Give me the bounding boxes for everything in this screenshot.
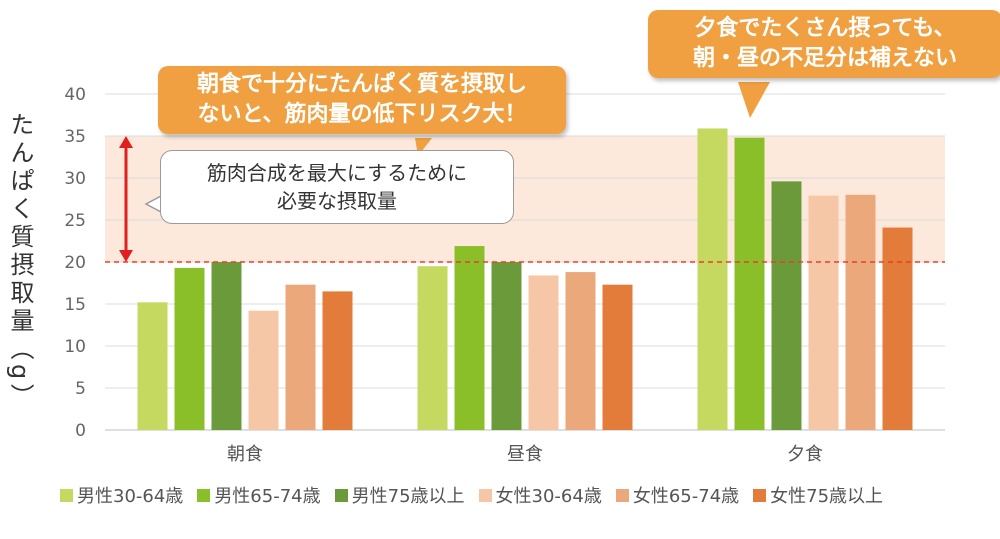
legend-item: 男性75歳以上 [334,482,465,508]
bar [491,262,522,430]
bar [211,262,242,430]
x-tick-label: 夕食 [787,444,823,465]
legend-swatch [197,488,211,502]
bar [697,128,728,430]
bar [882,227,913,430]
legend-label: 男性75歳以上 [351,486,465,507]
bar [137,302,168,430]
legend-label: 男性65-74歳 [214,486,321,507]
legend: 男性30-64歳 男性65-74歳 男性75歳以上 女性30-64歳 女性65-74歳 女… [60,482,990,508]
legend-swatch [60,488,73,502]
legend-swatch [753,488,767,502]
callout-line: 朝・昼の不足分は補えない [692,46,957,71]
legend-item: 男性65-74歳 [197,482,321,508]
note-tail [144,195,162,213]
x-tick-label: 朝食 [227,444,263,465]
legend-label: 女性65-74歳 [632,486,740,507]
legend-item: 女性65-74歳 [615,482,740,508]
y-tick-label: 25 [64,211,86,231]
bar [248,310,279,430]
bars [137,128,913,430]
note-line: 筋肉合成を最大にするために [206,161,468,185]
y-tick-label: 30 [64,169,86,189]
note-line: 必要な摂取量 [277,189,397,213]
callout-tail [738,82,770,118]
bar [528,275,559,430]
range-arrow-icon [119,136,133,262]
legend-swatch [334,488,348,502]
x-tick-labels: 朝食 昼食 夕食 [227,444,823,465]
bar [174,267,205,430]
y-tick-label: 0 [75,421,86,441]
callout-line: 夕食でたくさん摂っても、 [694,16,956,41]
y-tick-label: 5 [75,379,86,399]
dinner-warning-callout: 夕食でたくさん摂っても、 朝・昼の不足分は補えない [648,10,1000,78]
y-tick-label: 15 [64,295,86,315]
legend-label: 男性30-64歳 [77,486,184,507]
arrow-head [119,250,133,262]
y-tick-label: 20 [64,253,86,273]
bar [565,272,596,430]
arrow-head [119,136,133,148]
bar [808,195,839,430]
bar [417,266,448,430]
legend-label: 女性75歳以上 [770,486,884,507]
bar [322,291,353,430]
callout-line: 朝食で十分にたんぱく質を摂取し [196,72,527,97]
bar [454,246,485,430]
legend-item: 女性75歳以上 [753,482,883,508]
bar [602,284,633,430]
bar [285,284,316,430]
legend-swatch [478,488,492,502]
y-axis-label: たんぱく質摂取量（g） [6,112,34,412]
y-tick-label: 35 [64,127,86,147]
legend-item: 女性30-64歳 [478,482,602,508]
y-tick-label: 10 [64,337,86,357]
threshold-note: 筋肉合成を最大にするために 必要な摂取量 [160,150,514,224]
legend-label: 女性30-64歳 [495,486,602,507]
legend-item: 男性30-64歳 [60,482,183,508]
breakfast-warning-callout: 朝食で十分にたんぱく質を摂取し ないと、筋肉量の低下リスク大！ [158,66,566,134]
y-tick-labels: 0 5 10 15 20 25 30 35 40 [64,85,86,441]
bar [771,181,802,430]
bar [734,137,765,430]
bar [845,194,876,430]
x-tick-label: 昼食 [507,444,543,465]
legend-swatch [615,488,629,502]
callout-line: ないと、筋肉量の低下リスク大！ [197,102,527,127]
y-tick-label: 40 [64,85,86,105]
